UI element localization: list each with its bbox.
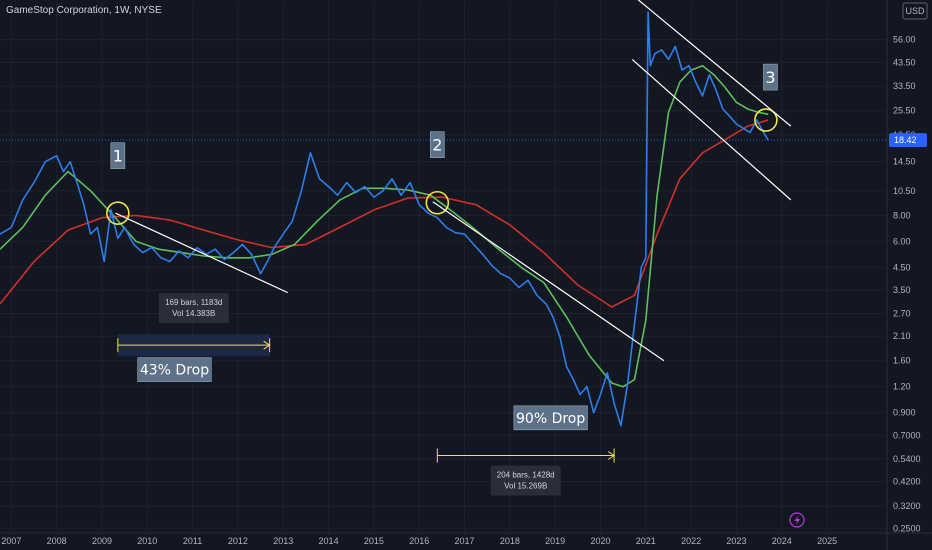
y-tick-label: 2.10 [893, 331, 911, 341]
x-tick-label: 2012 [228, 536, 248, 546]
date-range-info-box [490, 465, 561, 496]
x-tick-label: 2011 [183, 536, 202, 546]
x-tick-label: 2009 [92, 536, 112, 546]
y-tick-label: 2.70 [893, 308, 911, 318]
highlight-circle[interactable] [106, 201, 130, 225]
date-range-info-text: 204 bars, 1428d [497, 470, 555, 479]
x-tick-label: 2007 [1, 536, 21, 546]
annotation-label-box [763, 63, 778, 91]
trendline[interactable] [631, 58, 792, 201]
annotation-label[interactable]: 1 [110, 142, 126, 169]
currency-button-frame [902, 2, 928, 20]
lightning-icon-bolt [794, 515, 800, 526]
price-series-line [0, 11, 769, 427]
annotation-label-text: 1 [113, 146, 123, 165]
x-tick-label: 2022 [681, 536, 701, 546]
x-tick-label: 2014 [319, 536, 339, 546]
y-tick-label: 0.5400 [893, 454, 921, 464]
annotation-label-box [513, 405, 588, 431]
current-price-label: 18.42 [894, 135, 917, 145]
lightning-icon[interactable] [789, 512, 805, 528]
x-tick-label: 2025 [817, 536, 837, 546]
highlight-circle[interactable] [425, 190, 450, 215]
x-tick-label: 2019 [545, 536, 565, 546]
annotation-label[interactable]: 2 [430, 131, 445, 159]
current-price-tag[interactable] [889, 133, 927, 148]
date-range-info-text: 169 bars, 1183d [165, 298, 222, 307]
date-range-info-text: Vol 15.269B [504, 481, 547, 490]
highlight-circle[interactable] [754, 108, 778, 132]
date-range-measure[interactable]: 204 bars, 1428d Vol 15.269B [436, 448, 615, 496]
annotation-label-text: 3 [765, 68, 775, 87]
y-tick-label: 33.50 [893, 81, 916, 91]
annotation-label-box [110, 142, 126, 169]
y-tick-label: 0.7000 [893, 430, 921, 440]
y-tick-label: 1.20 [893, 382, 911, 392]
annotation-label[interactable]: 90% Drop [513, 405, 588, 431]
annotation-label[interactable]: 43% Drop [137, 357, 212, 382]
y-tick-label: 3.50 [893, 285, 911, 295]
date-range-measure[interactable]: 169 bars, 1183d Vol 14.383B [117, 293, 271, 357]
y-tick-label: 0.3200 [893, 501, 921, 511]
annotation-label-text: 2 [432, 135, 442, 154]
x-tick-label: 2024 [772, 536, 792, 546]
trendline[interactable] [632, 0, 792, 127]
x-tick-label: 2021 [636, 536, 656, 546]
x-tick-label: 2013 [273, 536, 293, 546]
date-range-info-text: Vol 14.383B [172, 309, 215, 318]
y-axis[interactable]: 56.0043.5033.5025.5019.5014.5010.508.006… [886, 0, 927, 550]
x-tick-label: 2017 [455, 536, 475, 546]
x-tick-label: 2020 [590, 536, 610, 546]
x-tick-label: 2008 [47, 536, 67, 546]
y-tick-label: 8.00 [893, 210, 911, 220]
x-tick-label: 2010 [137, 536, 157, 546]
y-tick-label: 1.60 [893, 356, 911, 366]
trendline[interactable] [432, 201, 665, 362]
x-tick-label: 2015 [364, 536, 384, 546]
date-range-info-box [158, 293, 229, 324]
y-tick-label: 6.00 [893, 236, 911, 246]
annotation-label-text: 43% Drop [140, 363, 209, 379]
x-tick-label: 2018 [500, 536, 520, 546]
y-tick-label: 25.50 [893, 106, 916, 116]
y-tick-label: 10.50 [893, 186, 916, 196]
grid-layer [0, 2, 886, 532]
fast-ma-line [0, 64, 769, 388]
slow-ma-line [0, 119, 769, 308]
annotation-label-box [430, 131, 445, 159]
y-tick-label: 4.50 [893, 262, 911, 272]
x-tick-label: 2016 [409, 536, 429, 546]
annotation-label[interactable]: 3 [763, 63, 778, 91]
lightning-icon-ring [789, 512, 805, 528]
annotation-layer: 1 2 3 43% Drop 90% Drop 169 bars, 1183d Vol 14… [106, 0, 792, 496]
y-tick-label: 56.00 [893, 35, 916, 45]
date-range-arrow [607, 451, 615, 460]
y-tick-label: 0.900 [893, 408, 916, 418]
currency-button[interactable]: USD [902, 2, 928, 20]
annotation-label-text: 90% Drop [516, 411, 585, 427]
currency-label: USD [905, 6, 925, 16]
date-range-arrow [263, 340, 271, 350]
trendline[interactable] [115, 212, 289, 294]
x-tick-label: 2023 [726, 536, 746, 546]
y-tick-label: 0.4200 [893, 476, 921, 486]
y-tick-label: 0.2500 [893, 523, 921, 533]
annotation-label-box [137, 357, 212, 382]
series-layer [0, 11, 769, 427]
y-tick-label: 14.50 [893, 157, 916, 167]
x-axis[interactable]: 2007 2008 2009 2010 2011 2012 2013 2014 2015 2016… [0, 532, 932, 546]
y-tick-label: 43.50 [893, 57, 916, 67]
chart-title: GameStop Corporation, 1W, NYSE [6, 5, 162, 16]
